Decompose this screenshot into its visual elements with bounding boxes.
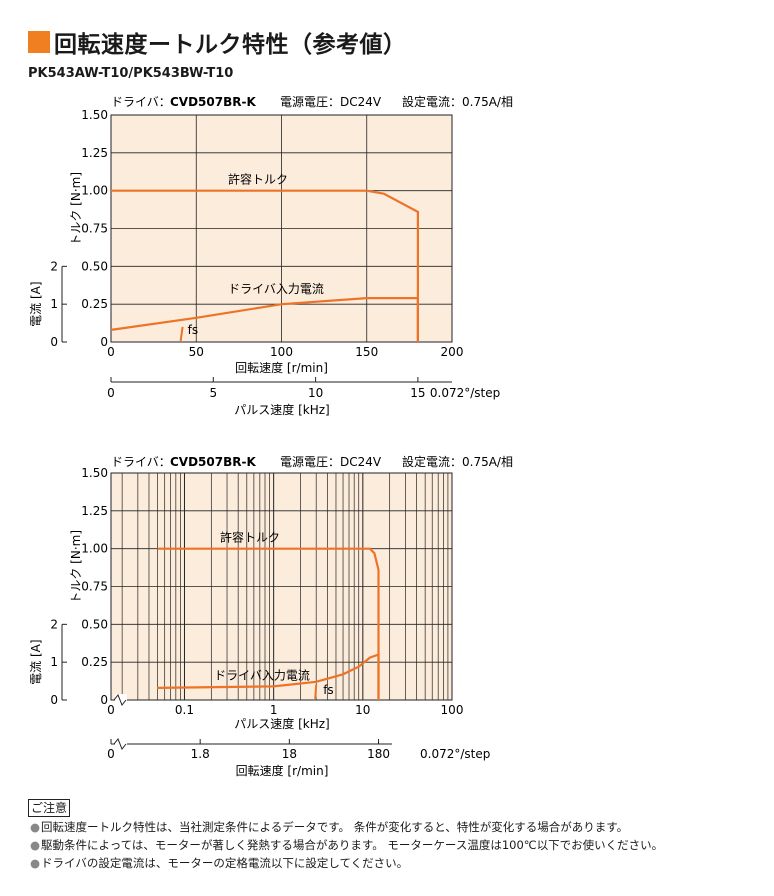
allowable-torque-curve	[157, 547, 380, 700]
y-tick-label: 1.50	[81, 108, 108, 122]
y-tick-label: 1.25	[81, 146, 108, 160]
y-tick-label: 1.00	[81, 184, 108, 198]
y-tick-label: 1.25	[81, 504, 108, 518]
pulse-tick-label: 15	[410, 386, 425, 400]
speed-tick-label: 0	[107, 747, 115, 761]
set-current: 設定電流：0.75A/相	[402, 94, 513, 109]
allowable-torque-label: 許容トルク	[220, 530, 280, 545]
y-tick-label: 0.25	[81, 297, 108, 311]
pulse-tick-label: 10	[308, 386, 323, 400]
supply-voltage: 電源電圧：DC24V	[280, 95, 382, 109]
page-title-text: 回転速度ートルク特性（参考値）	[54, 32, 407, 58]
x-tick-label: 200	[441, 345, 464, 359]
set-current: 設定電流：0.75A/相	[402, 454, 513, 469]
axis-break-mark	[113, 694, 127, 706]
speed-tick-label: 18	[282, 747, 297, 761]
x-axis-label: パルス速度 [kHz]	[234, 716, 329, 731]
driver-input-current-label: ドライバ入力電流	[214, 668, 310, 682]
caution-note-text: ドライバの設定電流は、モーターの定格電流以下に設定してください。	[41, 856, 409, 870]
driver-model: CVD507BR-K	[170, 95, 256, 109]
current-tick-label: 0	[50, 335, 58, 349]
y-tick-label: 1.00	[81, 542, 108, 556]
plot-frame	[110, 472, 453, 701]
x-tick-label: 10	[355, 703, 370, 717]
speed-tick-label: 180	[367, 747, 390, 761]
caution-note-text: 駆動条件によっては、モーターが著しく発熱する場合があります。 モーターケース温度…	[41, 838, 664, 852]
model-name: PK543AW-T10/PK543BW-T10	[28, 66, 234, 81]
y-axis-label: トルク [N·m]	[69, 530, 83, 604]
driver-label: ドライバ：	[111, 455, 171, 469]
y-tick-label: 1.50	[81, 466, 108, 480]
supply-voltage: 電源電圧：DC24V	[280, 455, 382, 469]
fs-label: fs	[323, 683, 333, 697]
y-tick-label: 0	[100, 335, 108, 349]
y-tick-label: 0.50	[81, 259, 108, 273]
bullet-icon: ●	[30, 856, 41, 870]
current-tick-label: 0	[50, 693, 58, 707]
y-tick-label: 0	[100, 693, 108, 707]
x-tick-label: 100	[270, 345, 293, 359]
driver-label: ドライバ：	[111, 95, 171, 109]
x-tick-label: 0	[107, 345, 115, 359]
bullet-icon: ●	[30, 838, 41, 852]
allowable-torque-label: 許容トルク	[228, 172, 288, 187]
y-tick-label: 0.75	[81, 222, 108, 236]
current-axis-label: 電流 [A]	[29, 281, 43, 326]
current-tick-label: 1	[50, 297, 58, 311]
x-axis-label: 回転速度 [r/min]	[235, 360, 328, 375]
x-tick-label: 100	[441, 703, 464, 717]
current-tick-label: 1	[50, 655, 58, 669]
current-tick-label: 2	[50, 259, 58, 273]
caution-note: ●ドライバの設定電流は、モーターの定格電流以下に設定してください。	[30, 854, 663, 872]
caution-note: ●回転速度ートルク特性は、当社測定条件によるデータです。 条件が変化すると、特性…	[30, 818, 663, 836]
caution-notes: ●回転速度ートルク特性は、当社測定条件によるデータです。 条件が変化すると、特性…	[30, 818, 663, 872]
driver-input-current-label: ドライバ入力電流	[228, 282, 324, 296]
fs-marker	[314, 684, 318, 700]
pulse-tick-label: 0	[107, 386, 115, 400]
caution-note: ●駆動条件によっては、モーターが著しく発熱する場合があります。 モーターケース温…	[30, 836, 663, 854]
x-tick-label: 1	[270, 703, 278, 717]
axis-break-mark	[113, 738, 127, 750]
pulse-axis-unit: 0.072°/step	[430, 386, 500, 400]
speed-axis-label: 回転速度 [r/min]	[236, 763, 329, 778]
current-axis-label: 電流 [A]	[29, 639, 43, 684]
plot-frame	[110, 114, 453, 343]
x-tick-label: 150	[355, 345, 378, 359]
caution-note-text: 回転速度ートルク特性は、当社測定条件によるデータです。 条件が変化すると、特性が…	[41, 820, 629, 834]
caution-heading: ご注意	[28, 799, 71, 817]
bullet-icon: ●	[30, 820, 41, 834]
title-accent-square	[28, 31, 50, 53]
speed-torque-chart-log: ドライバ： CVD507BR-K 電源電圧：DC24V 設定電流：0.75A/相 0 0.…	[29, 454, 513, 778]
speed-axis-unit: 0.072°/step	[420, 747, 490, 761]
driver-input-current-curve	[110, 297, 419, 342]
y-tick-label: 0.25	[81, 655, 108, 669]
current-tick-label: 2	[50, 617, 58, 631]
pulse-axis-label: パルス速度 [kHz]	[234, 402, 329, 417]
speed-tick-label: 1.8	[191, 747, 210, 761]
x-tick-label: 0.1	[175, 703, 194, 717]
fs-label: fs	[188, 323, 198, 337]
pulse-tick-label: 5	[209, 386, 217, 400]
fs-marker	[179, 326, 184, 342]
allowable-torque-curve	[111, 189, 419, 342]
caution-section: ご注意	[28, 797, 71, 817]
driver-input-current-curve	[157, 653, 380, 700]
x-tick-label: 50	[189, 345, 204, 359]
speed-torque-chart-linear: ドライバ： CVD507BR-K 電源電圧：DC24V 設定電流：0.75A/相 0 0.…	[29, 94, 513, 417]
y-tick-label: 0.50	[81, 617, 108, 631]
page-title: 回転速度ートルク特性（参考値）	[28, 28, 407, 58]
x-tick-label: 0	[107, 703, 115, 717]
driver-model: CVD507BR-K	[170, 455, 256, 469]
y-tick-label: 0.75	[81, 580, 108, 594]
y-axis-label: トルク [N·m]	[69, 172, 83, 246]
